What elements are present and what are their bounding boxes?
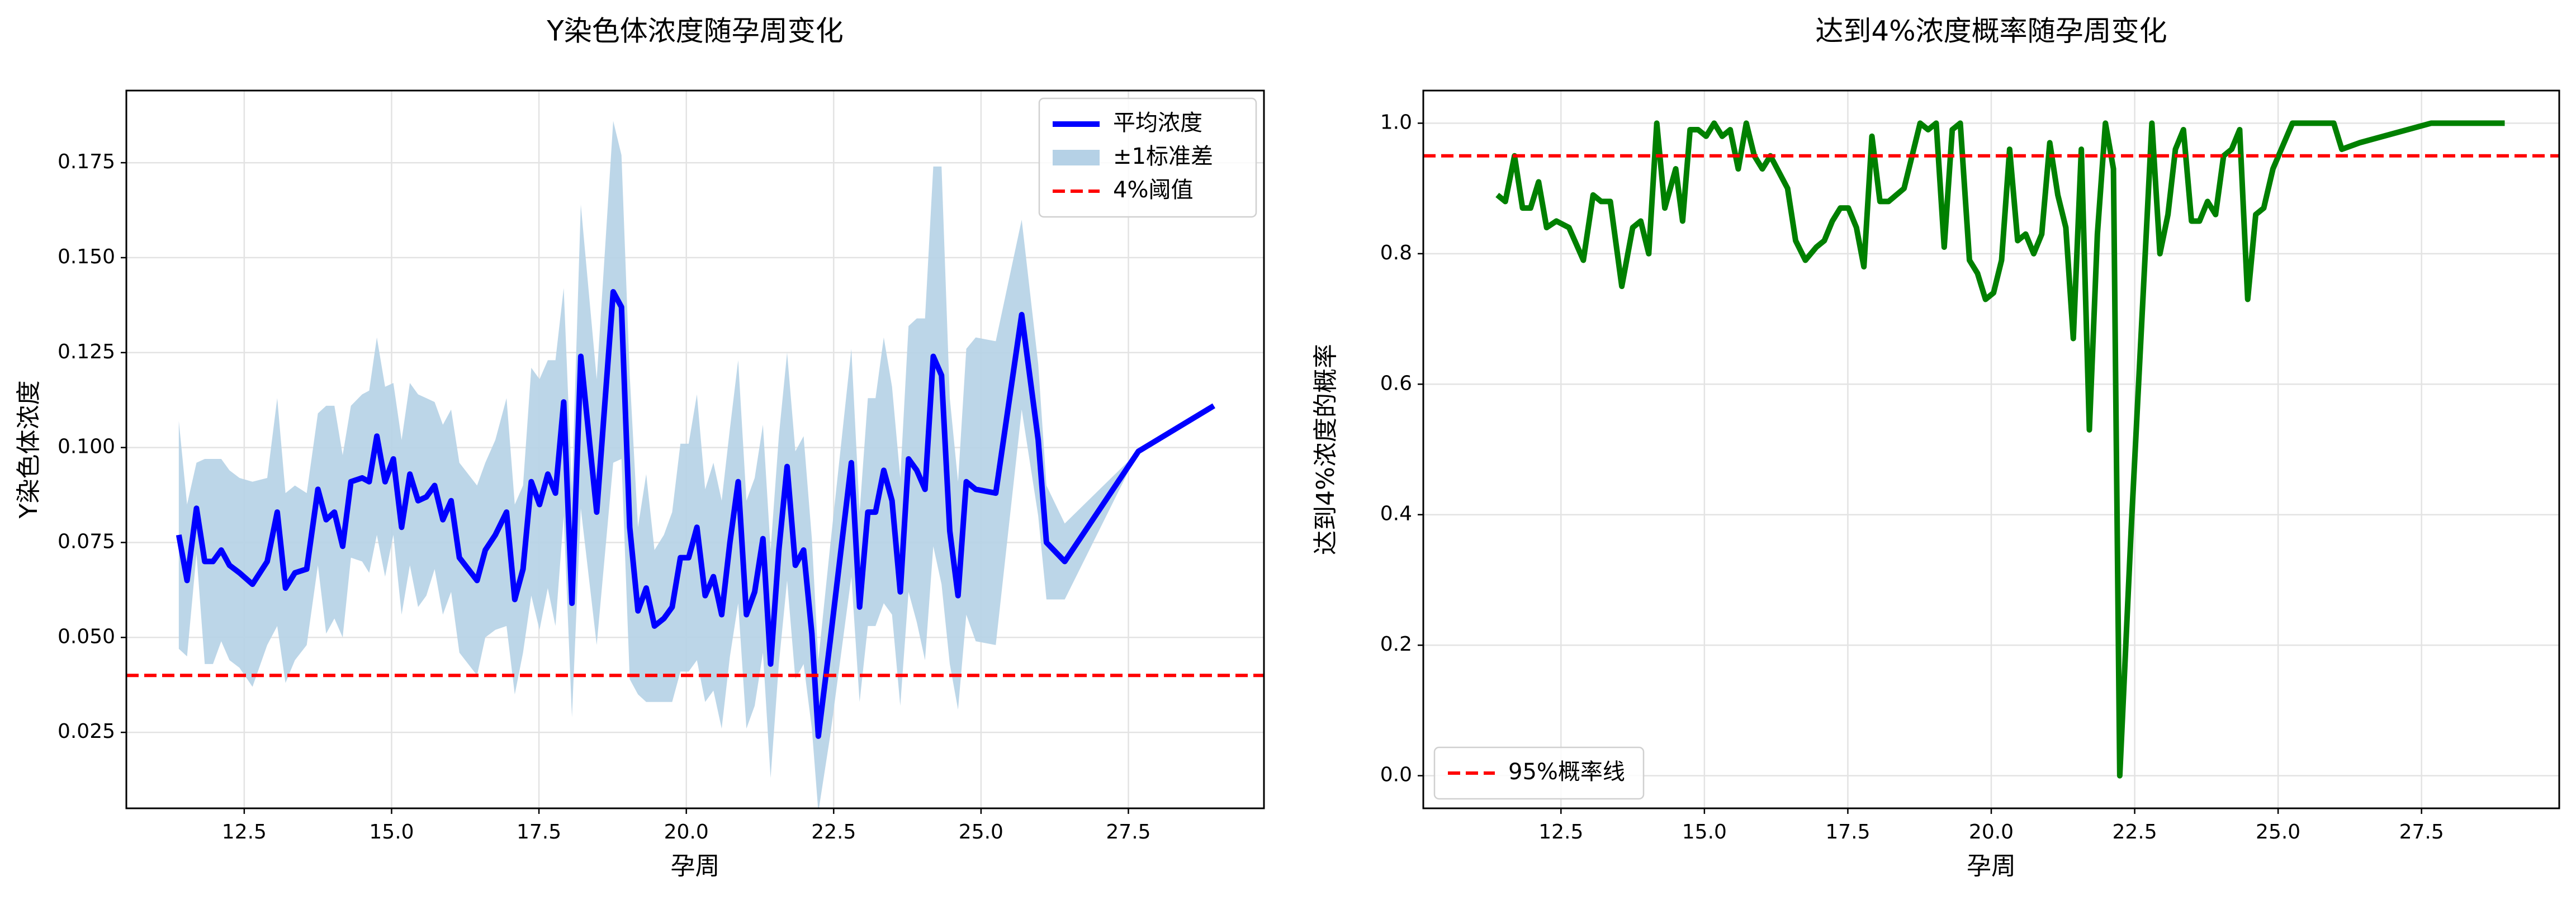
y-tick-label: 0.025 [58, 720, 115, 743]
chart-title: 达到4%浓度概率随孕周变化 [1815, 15, 2167, 48]
legend-label: ±1标准差 [1113, 144, 1213, 169]
std-band [178, 121, 1214, 808]
plot-area [126, 121, 1264, 808]
y-tick-label: 0.8 [1380, 241, 1412, 264]
y-tick-label: 0.4 [1380, 503, 1412, 525]
y-tick-label: 0.150 [58, 245, 115, 268]
y-axis-label: Y染色体浓度 [15, 381, 43, 519]
x-tick-label: 27.5 [2399, 821, 2444, 844]
axes-frame [1422, 89, 2560, 809]
x-tick-label: 15.0 [369, 821, 414, 844]
y-tick-label: 1.0 [1380, 111, 1412, 134]
y-tick-label: 0.125 [58, 340, 115, 363]
y-tick-label: 0.0 [1380, 764, 1412, 787]
legend: 95%概率线 [1433, 746, 1645, 800]
x-tick-label: 20.0 [1969, 821, 2014, 844]
plot-area [1423, 120, 2559, 779]
x-tick-label: 25.0 [2256, 821, 2300, 844]
x-tick-label: 22.5 [811, 821, 856, 844]
data-line [176, 289, 1215, 739]
x-tick-label: 17.5 [517, 821, 561, 844]
x-tick-label: 20.0 [664, 821, 709, 844]
x-tick-label: 22.5 [2112, 821, 2157, 844]
x-tick-label: 17.5 [1825, 821, 1870, 844]
x-tick-label: 15.0 [1682, 821, 1727, 844]
y-tick-label: 0.050 [58, 625, 115, 648]
legend-frame [1038, 97, 1257, 218]
axes-frame [125, 89, 1265, 809]
legend-swatch [1053, 150, 1100, 165]
y-tick-label: 0.075 [58, 530, 115, 553]
x-axis-label: 孕周 [671, 852, 720, 880]
chart-title: Y染色体浓度随孕周变化 [546, 15, 844, 48]
legend-label: 95%概率线 [1508, 759, 1625, 785]
y-tick-label: 0.100 [58, 435, 115, 458]
x-tick-label: 12.5 [222, 821, 267, 844]
legend-label: 平均浓度 [1113, 110, 1202, 136]
legend-label: 4%阈值 [1113, 177, 1193, 203]
y-tick-label: 0.175 [58, 150, 115, 173]
x-tick-label: 27.5 [1106, 821, 1150, 844]
x-tick-label: 12.5 [1538, 821, 1583, 844]
x-axis-label: 孕周 [1967, 852, 2016, 880]
legend: 平均浓度 ±1标准差 4%阈值 [1038, 97, 1257, 218]
data-line [1495, 120, 2505, 779]
legend-frame [1433, 746, 1645, 800]
y-tick-label: 0.6 [1380, 372, 1412, 395]
x-tick-label: 25.0 [959, 821, 1003, 844]
y-tick-label: 0.2 [1380, 633, 1412, 656]
y-axis-label: 达到4%浓度的概率 [1311, 344, 1340, 555]
